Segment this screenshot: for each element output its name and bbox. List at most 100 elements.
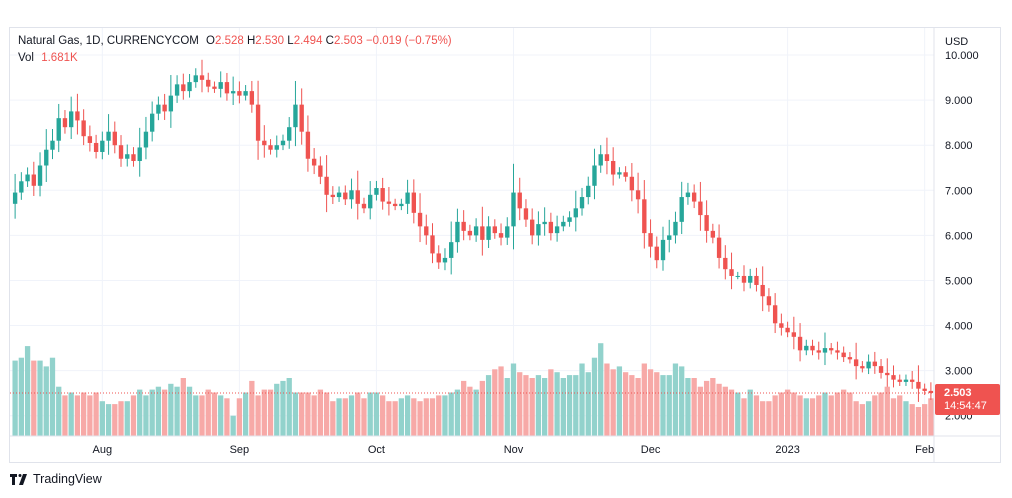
volume-bar xyxy=(791,392,797,436)
volume-bar xyxy=(710,378,716,436)
volume-bar xyxy=(68,392,74,436)
volume-bar xyxy=(722,386,728,436)
candle-body xyxy=(623,172,628,177)
volume-bar xyxy=(585,372,591,436)
candle-body xyxy=(417,212,423,227)
candle-body xyxy=(81,120,86,137)
candle-body xyxy=(112,131,117,146)
volume-bar xyxy=(766,401,772,436)
candle-body xyxy=(741,275,747,283)
volume-bar xyxy=(168,383,174,436)
candle-body xyxy=(467,230,473,236)
candle-body xyxy=(473,226,479,236)
volume-bar xyxy=(560,378,566,436)
candle-body xyxy=(586,185,591,198)
time-tick-label: Aug xyxy=(93,444,113,456)
candle-body xyxy=(816,350,821,353)
candle-body xyxy=(25,174,30,182)
candle-body xyxy=(411,192,416,213)
volume-bar xyxy=(672,363,679,436)
candle-body xyxy=(573,208,578,218)
candle-body xyxy=(75,111,80,121)
volume-bar xyxy=(928,398,934,436)
close-label: C xyxy=(325,35,334,47)
volume-bar xyxy=(118,401,124,436)
last-price-badge: 2.503 14:54:47 xyxy=(935,384,1000,416)
volume-bar xyxy=(523,375,529,436)
candle-body xyxy=(654,246,659,261)
volume-bar xyxy=(149,389,155,436)
candle-body xyxy=(374,188,379,195)
last-price-value: 2.503 xyxy=(944,387,972,399)
candle-body xyxy=(349,190,354,200)
candle-body xyxy=(878,366,884,373)
volume-bar xyxy=(535,375,542,436)
volume-bar xyxy=(865,401,872,436)
volume-bar xyxy=(461,380,467,436)
time-axis[interactable]: Aug Sep Oct Nov Dec 2023 Feb xyxy=(93,444,935,456)
volume-bar xyxy=(473,389,479,436)
volume-bar xyxy=(747,389,753,436)
volume-bar xyxy=(598,343,604,436)
volume-bar xyxy=(660,375,666,436)
candle-body xyxy=(249,91,255,105)
candle-body xyxy=(430,235,435,254)
candle-body xyxy=(149,113,155,132)
volume-bar xyxy=(323,392,330,436)
volume-bar xyxy=(87,395,93,436)
volume-bar xyxy=(448,392,454,436)
candle-body xyxy=(255,104,261,141)
volume-bar xyxy=(909,404,915,436)
volume-bar xyxy=(37,360,43,436)
volume-bar xyxy=(31,360,37,436)
bar-countdown: 14:54:47 xyxy=(944,400,987,412)
candle-body xyxy=(31,174,36,186)
volume-bar xyxy=(361,398,367,436)
candle-body xyxy=(530,219,535,236)
candle-body xyxy=(648,233,653,247)
volume-bar xyxy=(884,386,890,436)
candle-body xyxy=(841,352,846,358)
candle-body xyxy=(106,131,111,141)
tradingview-logo[interactable]: TradingView xyxy=(10,472,102,486)
candle-body xyxy=(305,131,311,159)
candle-body xyxy=(131,154,136,161)
candle-body xyxy=(536,224,541,236)
volume-bar xyxy=(161,389,168,436)
volume-bar xyxy=(311,395,317,436)
volume-bar xyxy=(853,401,859,436)
price-tick-label: 8.000 xyxy=(945,140,973,152)
candle-body xyxy=(318,165,323,177)
volume-bar xyxy=(622,372,629,436)
volume-bar xyxy=(218,395,224,436)
volume-bar xyxy=(579,363,585,436)
candle-body xyxy=(268,145,273,150)
candle-body xyxy=(766,296,772,306)
volume-bar xyxy=(772,395,778,436)
brand-name: TradingView xyxy=(33,472,102,486)
volume-bar xyxy=(18,357,24,436)
candle-body xyxy=(772,305,778,324)
volume-bar xyxy=(56,386,62,436)
volume-bar xyxy=(498,366,504,436)
volume-bar xyxy=(230,415,236,436)
candle-body xyxy=(399,203,404,207)
volume-label[interactable]: Vol xyxy=(18,52,34,64)
volume-bar xyxy=(267,389,274,436)
chart-canvas[interactable]: 10.000 9.000 8.000 7.000 6.000 5.000 4.000 3.00… xyxy=(10,28,1000,462)
ohlc-legend: Natural Gas, 1D, CURRENCYCOM O2.528 H2.5… xyxy=(18,35,452,47)
volume-bar xyxy=(479,380,485,436)
candle-body xyxy=(50,140,55,150)
volume-bar xyxy=(467,386,473,436)
candle-body xyxy=(156,104,161,114)
volume-bar xyxy=(548,369,554,436)
volume-bar xyxy=(697,386,704,436)
volume-bar xyxy=(255,395,261,436)
symbol-title[interactable]: Natural Gas, 1D, CURRENCYCOM xyxy=(18,35,199,47)
candle-body xyxy=(847,357,853,360)
price-axis[interactable]: 10.000 9.000 8.000 7.000 6.000 5.000 4.000 3.00… xyxy=(945,50,979,423)
volume-bar xyxy=(286,378,292,436)
volume-bar xyxy=(492,369,498,436)
candle-body xyxy=(916,381,921,389)
candle-body xyxy=(355,190,360,204)
